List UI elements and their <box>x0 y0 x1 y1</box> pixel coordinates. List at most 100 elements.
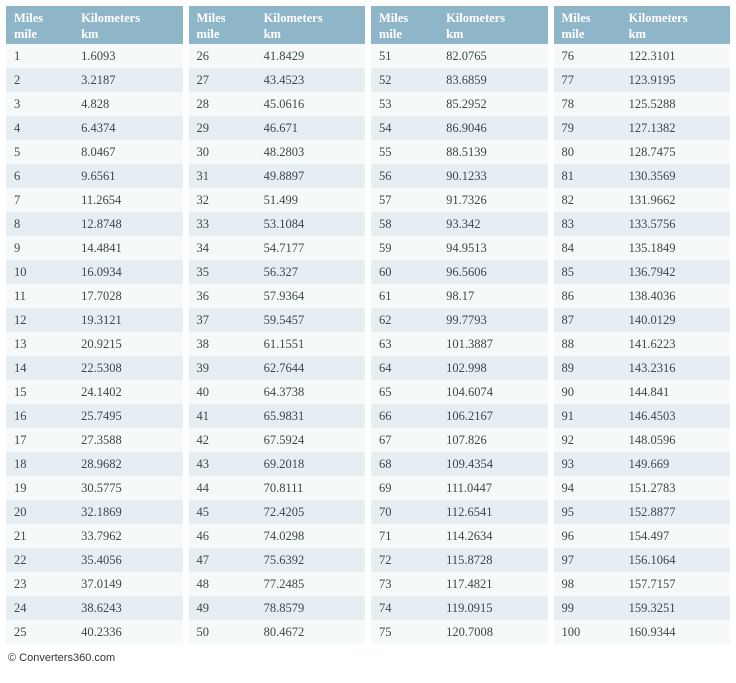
cell-miles: 28 <box>189 92 256 116</box>
table-row: 4978.8579 <box>189 596 366 620</box>
cell-miles: 85 <box>554 260 621 284</box>
table-row: 58.0467 <box>6 140 183 164</box>
cell-kilometers: 38.6243 <box>73 596 182 620</box>
table-row: 78125.5288 <box>554 92 731 116</box>
cell-miles: 96 <box>554 524 621 548</box>
table-row: 4165.9831 <box>189 404 366 428</box>
table-row: 69111.0447 <box>371 476 548 500</box>
cell-miles: 44 <box>189 476 256 500</box>
table-row: 83133.5756 <box>554 212 731 236</box>
cell-miles: 34 <box>189 236 256 260</box>
cell-miles: 73 <box>371 572 438 596</box>
cell-miles: 98 <box>554 572 621 596</box>
cell-miles: 25 <box>6 620 73 644</box>
cell-miles: 99 <box>554 596 621 620</box>
cell-kilometers: 59.5457 <box>256 308 365 332</box>
cell-miles: 5 <box>6 140 73 164</box>
cell-miles: 32 <box>189 188 256 212</box>
table-row: 46.4374 <box>6 116 183 140</box>
cell-miles: 13 <box>6 332 73 356</box>
cell-kilometers: 130.3569 <box>621 164 730 188</box>
cell-kilometers: 28.9682 <box>73 452 182 476</box>
cell-miles: 8 <box>6 212 73 236</box>
table-row: 73117.4821 <box>371 572 548 596</box>
cell-miles: 49 <box>189 596 256 620</box>
cell-kilometers: 125.5288 <box>621 92 730 116</box>
cell-kilometers: 156.1064 <box>621 548 730 572</box>
cell-miles: 46 <box>189 524 256 548</box>
cell-miles: 62 <box>371 308 438 332</box>
cell-miles: 89 <box>554 356 621 380</box>
cell-miles: 68 <box>371 452 438 476</box>
table-row: 3962.7644 <box>189 356 366 380</box>
header-km-label: Kilometers <box>629 11 688 25</box>
cell-kilometers: 33.7962 <box>73 524 182 548</box>
table-row: 1727.3588 <box>6 428 183 452</box>
cell-kilometers: 154.497 <box>621 524 730 548</box>
table-row: 5486.9046 <box>371 116 548 140</box>
table-row: 98157.7157 <box>554 572 731 596</box>
table-row: 72115.8728 <box>371 548 548 572</box>
header-miles-unit: mile <box>379 27 430 43</box>
cell-kilometers: 51.499 <box>256 188 365 212</box>
cell-kilometers: 123.9195 <box>621 68 730 92</box>
cell-kilometers: 111.0447 <box>438 476 547 500</box>
table-row: 711.2654 <box>6 188 183 212</box>
table-row: 5994.9513 <box>371 236 548 260</box>
cell-kilometers: 114.2634 <box>438 524 547 548</box>
cell-kilometers: 54.7177 <box>256 236 365 260</box>
header-miles: Milesmile <box>189 6 256 44</box>
table-row: 3759.5457 <box>189 308 366 332</box>
header-miles: Milesmile <box>371 6 438 44</box>
cell-kilometers: 78.8579 <box>256 596 365 620</box>
cell-miles: 36 <box>189 284 256 308</box>
table-row: 84135.1849 <box>554 236 731 260</box>
header-miles: Milesmile <box>554 6 621 44</box>
header-miles-unit: mile <box>562 27 613 43</box>
cell-miles: 86 <box>554 284 621 308</box>
table-row: 5283.6859 <box>371 68 548 92</box>
conversion-table-1: MilesmileKilometerskm11.609323.218734.82… <box>6 6 183 644</box>
cell-miles: 14 <box>6 356 73 380</box>
table-row: 3251.499 <box>189 188 366 212</box>
table-row: 67107.826 <box>371 428 548 452</box>
cell-kilometers: 62.7644 <box>256 356 365 380</box>
cell-miles: 95 <box>554 500 621 524</box>
cell-kilometers: 72.4205 <box>256 500 365 524</box>
cell-miles: 9 <box>6 236 73 260</box>
cell-miles: 18 <box>6 452 73 476</box>
cell-kilometers: 3.2187 <box>73 68 182 92</box>
table-row: 2032.1869 <box>6 500 183 524</box>
cell-kilometers: 8.0467 <box>73 140 182 164</box>
cell-kilometers: 70.8111 <box>256 476 365 500</box>
cell-miles: 54 <box>371 116 438 140</box>
cell-miles: 40 <box>189 380 256 404</box>
cell-miles: 51 <box>371 44 438 68</box>
cell-kilometers: 24.1402 <box>73 380 182 404</box>
cell-miles: 76 <box>554 44 621 68</box>
header-kilometers: Kilometerskm <box>438 6 547 44</box>
cell-kilometers: 9.6561 <box>73 164 182 188</box>
cell-kilometers: 11.2654 <box>73 188 182 212</box>
cell-miles: 59 <box>371 236 438 260</box>
table-row: 2133.7962 <box>6 524 183 548</box>
cell-kilometers: 45.0616 <box>256 92 365 116</box>
cell-kilometers: 37.0149 <box>73 572 182 596</box>
conversion-table-3: MilesmileKilometerskm5182.07655283.68595… <box>371 6 548 644</box>
cell-miles: 10 <box>6 260 73 284</box>
table-row: 23.2187 <box>6 68 183 92</box>
cell-miles: 90 <box>554 380 621 404</box>
cell-kilometers: 17.7028 <box>73 284 182 308</box>
cell-kilometers: 32.1869 <box>73 500 182 524</box>
table-row: 2641.8429 <box>189 44 366 68</box>
table-row: 2845.0616 <box>189 92 366 116</box>
cell-miles: 91 <box>554 404 621 428</box>
cell-miles: 24 <box>6 596 73 620</box>
header-miles-label: Miles <box>197 11 226 25</box>
table-row: 4470.8111 <box>189 476 366 500</box>
cell-miles: 74 <box>371 596 438 620</box>
cell-miles: 12 <box>6 308 73 332</box>
table-row: 3048.2803 <box>189 140 366 164</box>
cell-miles: 97 <box>554 548 621 572</box>
table-row: 1625.7495 <box>6 404 183 428</box>
